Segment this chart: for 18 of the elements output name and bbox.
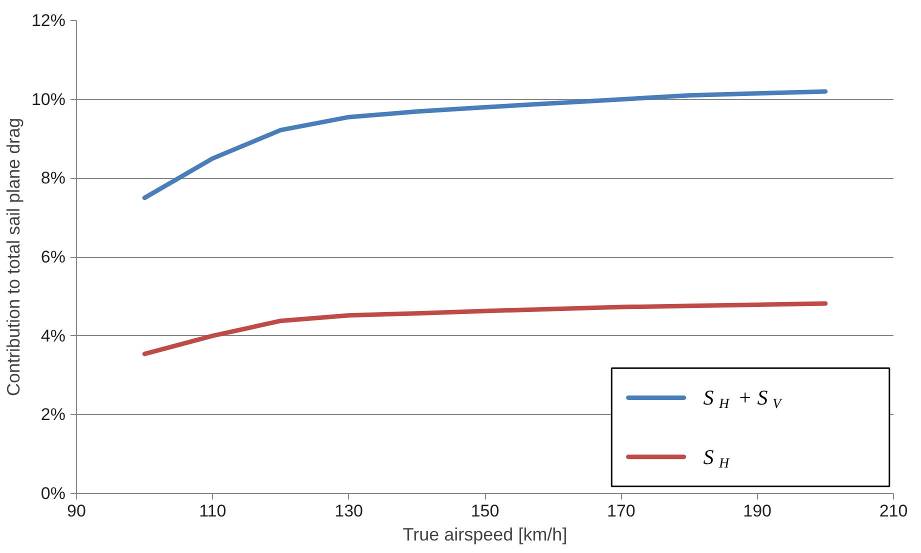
- y-tick-label: 6%: [40, 248, 66, 266]
- y-tick-label: 4%: [40, 326, 66, 346]
- x-tick-label: 90: [67, 502, 86, 520]
- line-series: [142, 301, 828, 356]
- x-tick-label: 210: [879, 502, 908, 520]
- x-tick-label: 130: [334, 502, 364, 520]
- x-tick-label: 170: [606, 502, 636, 520]
- x-tick-label: 110: [199, 502, 226, 520]
- x-tick-label: 190: [743, 502, 772, 520]
- line-series: [142, 89, 828, 200]
- x-axis-title: True airspeed [km/h]: [402, 524, 568, 544]
- y-tick-label: 12%: [31, 11, 66, 30]
- y-tick-label: 0%: [40, 484, 66, 503]
- y-axis-title: Contribution to total sail plane drag: [3, 118, 24, 396]
- y-tick-label: 2%: [40, 405, 66, 424]
- y-tick-label: 8%: [40, 168, 66, 188]
- x-tick-label: 150: [470, 502, 500, 520]
- y-tick-label: 10%: [31, 90, 66, 109]
